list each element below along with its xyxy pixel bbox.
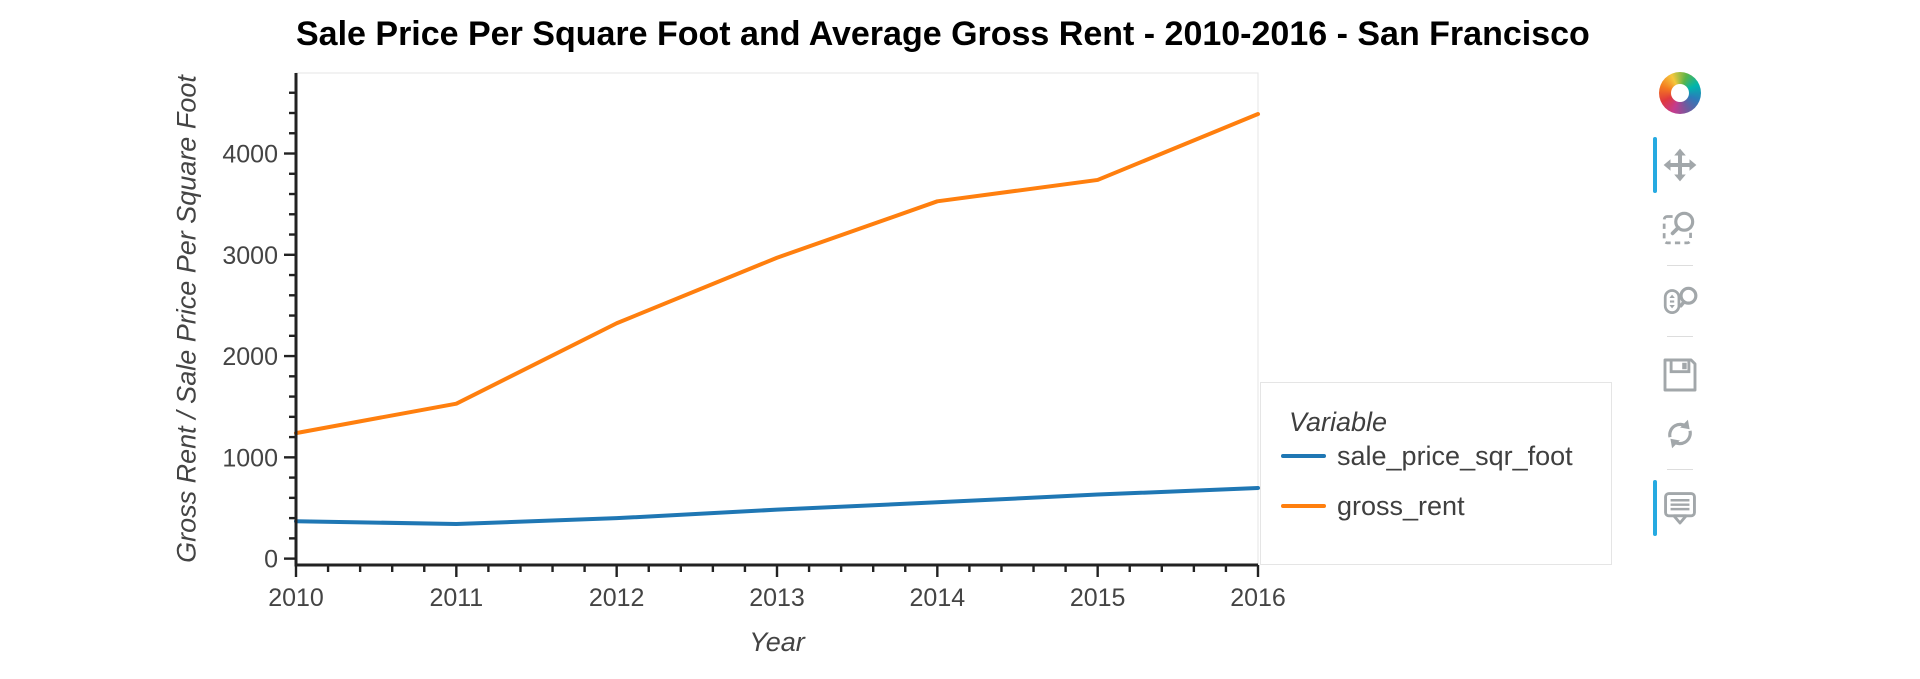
- x-tick-label: 2010: [268, 584, 324, 612]
- legend-item-sale-price-sqr-foot: sale_price_sqr_foot: [1281, 440, 1573, 471]
- toolbar-separator: [1667, 336, 1693, 337]
- line-gross_rent: [294, 112, 1260, 436]
- x-tick-label: 2013: [749, 584, 805, 612]
- x-axis-label: Year: [749, 627, 805, 657]
- x-tick-label: 2016: [1230, 584, 1286, 612]
- active-tool-indicator: [1653, 480, 1657, 536]
- x-tick-label: 2012: [589, 584, 645, 612]
- x-tick-label: 2015: [1070, 584, 1126, 612]
- y-tick-label: 4000: [222, 141, 278, 169]
- wheel-zoom-icon: [1663, 286, 1698, 314]
- y-tick-label: 0: [264, 546, 278, 574]
- legend-item-gross-rent: gross_rent: [1281, 490, 1465, 521]
- toolbar-separator: [1667, 469, 1693, 470]
- bokeh-toolbar: [1652, 72, 1708, 539]
- box-zoom-tool-button[interactable]: [1652, 196, 1708, 258]
- legend-swatch-sale-price-sqr-foot: [1281, 454, 1326, 458]
- active-tool-indicator: [1653, 137, 1657, 193]
- x-tick-label: 2014: [910, 584, 966, 612]
- legend-label-gross-rent: gross_rent: [1337, 490, 1465, 521]
- plot-outline: [295, 72, 1259, 566]
- box-zoom-icon: [1662, 211, 1695, 245]
- hover-icon: [1664, 492, 1696, 525]
- hover-tool-button[interactable]: [1652, 477, 1708, 539]
- toolbar-separator: [1667, 265, 1693, 266]
- line-sale_price_sqr_foot: [294, 485, 1260, 526]
- legend-label-sale-price-sqr-foot: sale_price_sqr_foot: [1337, 440, 1573, 471]
- y-tick-label: 3000: [222, 242, 278, 270]
- save-icon: [1663, 358, 1697, 392]
- y-axis-label: Gross Rent / Sale Price Per Square Foot: [171, 75, 202, 563]
- pan-icon: [1663, 148, 1697, 182]
- bokeh-logo[interactable]: [1659, 72, 1701, 114]
- pan-tool-button[interactable]: [1652, 134, 1708, 196]
- save-tool-button[interactable]: [1652, 344, 1708, 406]
- legend: Variable sale_price_sqr_foot gross_rent: [1260, 382, 1612, 565]
- x-tick-label: 2011: [429, 584, 483, 612]
- chart-title: Sale Price Per Square Foot and Average G…: [296, 15, 1590, 53]
- y-tick-label: 2000: [222, 343, 278, 371]
- legend-title: Variable: [1289, 407, 1388, 437]
- legend-swatch-gross-rent: [1281, 504, 1326, 508]
- wheel-zoom-tool-button[interactable]: [1652, 273, 1708, 329]
- reset-tool-button[interactable]: [1652, 406, 1708, 462]
- y-tick-label: 1000: [222, 444, 278, 472]
- reset-icon: [1668, 419, 1692, 449]
